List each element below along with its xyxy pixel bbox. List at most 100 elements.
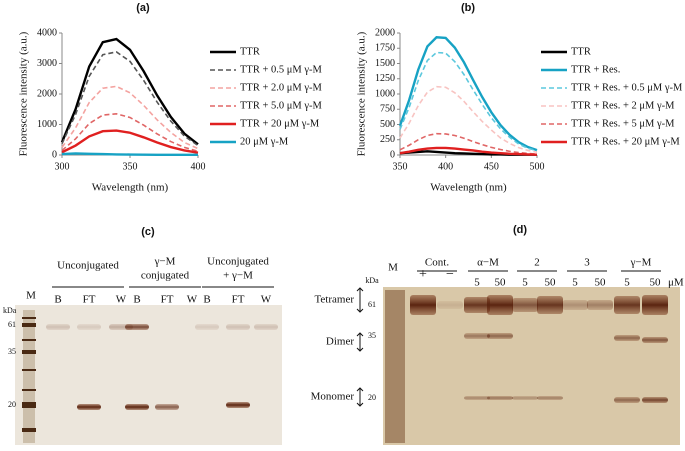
band <box>487 333 513 339</box>
series-line <box>61 85 199 150</box>
plot <box>60 37 199 157</box>
x-tick-label: 400 <box>438 161 453 172</box>
marker-band <box>22 389 36 391</box>
x-tick-label: 500 <box>530 161 545 172</box>
band <box>487 295 513 315</box>
y-tick-label: 750 <box>380 104 395 115</box>
unit-label: kDa <box>3 306 17 315</box>
plot <box>398 36 538 156</box>
series-line <box>61 113 199 153</box>
band <box>614 296 640 314</box>
panel-title: (a) <box>136 2 150 14</box>
legend-label: TTR + Res. + 20 μM γ-M <box>571 136 680 147</box>
lane-label: 50 <box>595 277 607 289</box>
series-line <box>398 36 538 152</box>
marker-label: 35 <box>368 331 376 340</box>
legend-label: TTR + Res. + 2 μM γ-M <box>571 100 675 111</box>
band <box>537 396 563 400</box>
y-tick-label: 1500 <box>375 58 395 69</box>
y-tick-label: 0 <box>390 149 395 160</box>
series-line <box>399 146 538 156</box>
y-axis-label: Fluorescence intensity (a.u.) <box>18 31 30 156</box>
lane-label: − <box>446 267 454 282</box>
marker-lane <box>385 290 405 443</box>
marker-band <box>22 350 36 354</box>
band <box>46 324 70 330</box>
marker-band <box>22 428 36 432</box>
series-line <box>61 51 199 147</box>
lane-label: FT <box>161 294 174 306</box>
band <box>562 300 588 310</box>
group-label: Cont. <box>425 257 449 269</box>
y-tick-label: 0 <box>52 149 57 160</box>
band <box>125 404 149 410</box>
y-tick-label: 1250 <box>375 73 395 84</box>
series-line <box>61 152 198 157</box>
arrow <box>356 287 364 313</box>
x-axis-label: Wavelength (nm) <box>92 182 169 194</box>
panel-title: (d) <box>513 224 527 236</box>
lane-label: 5 <box>624 277 630 289</box>
lane-label: 50 <box>650 277 662 289</box>
arrow <box>356 387 364 407</box>
marker-label: 61 <box>8 320 16 329</box>
legend-label: TTR + 0.5 μM γ-M <box>240 64 322 75</box>
marker-band <box>22 369 36 371</box>
band <box>537 296 563 314</box>
series-line <box>399 132 538 155</box>
band <box>642 397 668 403</box>
lane-label: M <box>388 262 398 274</box>
y-tick-label: 1750 <box>375 43 395 54</box>
y-tick-label: 2000 <box>375 27 395 38</box>
species-label: Dimer <box>326 336 354 348</box>
band <box>226 402 250 408</box>
legend-label: 20 μM γ-M <box>240 136 289 147</box>
lane-label: FT <box>83 294 96 306</box>
lane-label: B <box>203 294 210 306</box>
group-label: α−M <box>477 257 499 269</box>
marker-band <box>22 317 36 319</box>
marker-label: 35 <box>8 347 16 356</box>
legend-label: TTR <box>571 46 591 57</box>
series-line <box>399 85 538 154</box>
band <box>464 396 490 400</box>
band <box>642 337 668 343</box>
legend-label: TTR + Res. + 0.5 μM γ-M <box>571 82 683 93</box>
lane-label: 5 <box>474 277 480 289</box>
marker-label: 20 <box>8 400 16 409</box>
x-tick-label: 350 <box>123 161 138 172</box>
x-axis-label: Wavelength (nm) <box>430 182 507 194</box>
lane-label: 5 <box>522 277 528 289</box>
series-line <box>61 129 199 154</box>
arrow <box>356 332 364 352</box>
marker-band <box>22 323 36 327</box>
band <box>437 301 463 309</box>
legend-label: TTR + 2.0 μM γ-M <box>240 82 322 93</box>
band <box>77 404 101 410</box>
group-label: 3 <box>584 257 590 269</box>
y-tick-label: 2000 <box>37 88 57 99</box>
band <box>614 335 640 341</box>
y-tick-label: 250 <box>380 134 395 145</box>
unit-label: μM <box>668 277 684 289</box>
lane-label: 50 <box>545 277 557 289</box>
lane-label: M <box>26 290 36 302</box>
lane-label: FT <box>232 294 245 306</box>
series-line <box>60 37 199 146</box>
lane-label: W <box>187 294 198 306</box>
lane-label: + <box>419 267 427 282</box>
y-tick-label: 1000 <box>375 88 395 99</box>
panel-title: (b) <box>461 2 475 14</box>
y-tick-label: 1000 <box>37 119 57 130</box>
band <box>195 324 219 330</box>
band <box>512 298 538 312</box>
band <box>410 295 436 315</box>
band <box>226 324 250 330</box>
lane-label: 5 <box>572 277 578 289</box>
lane-label: 50 <box>495 277 507 289</box>
panel-title: (c) <box>141 226 155 238</box>
group-label: γ−M <box>630 257 652 269</box>
band <box>464 333 490 339</box>
group-label: 2 <box>534 257 540 269</box>
legend-label: TTR + Res. <box>571 64 620 75</box>
